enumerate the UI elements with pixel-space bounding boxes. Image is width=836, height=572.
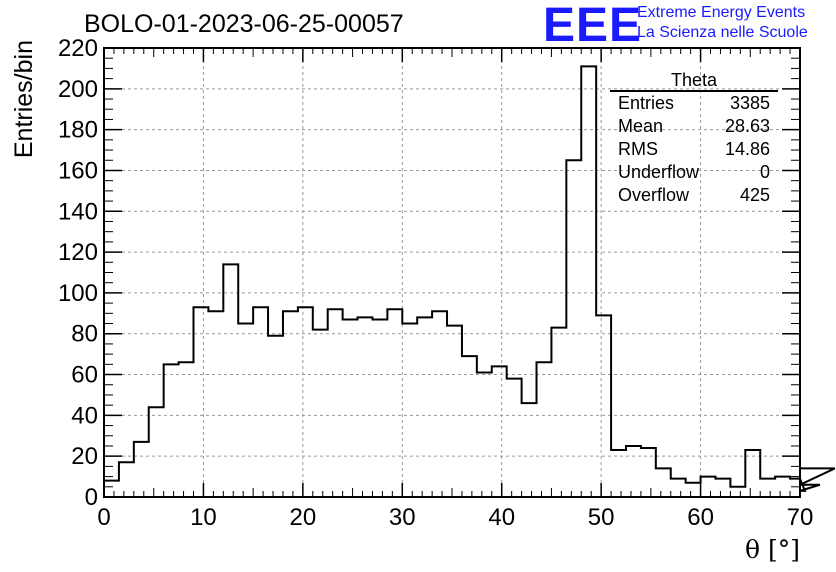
stats-label: Mean: [618, 116, 664, 136]
histogram-bin: [477, 373, 492, 497]
grid-lines: [104, 48, 800, 497]
x-tick-label: 40: [488, 504, 515, 531]
x-tick-label: 20: [290, 504, 317, 531]
y-tick-label: 100: [58, 280, 98, 307]
histogram-bin: [298, 307, 313, 497]
histogram-bin: [164, 364, 179, 497]
stats-value: 0: [759, 162, 770, 182]
y-tick-label: 0: [85, 484, 98, 511]
x-tick-label: 60: [687, 504, 714, 531]
stats-value: 14.86: [724, 139, 770, 159]
histogram-bin: [134, 442, 149, 497]
histogram-bin: [149, 407, 164, 497]
stats-row-entries: Entries 3385: [610, 92, 778, 115]
histogram-bin: [626, 446, 641, 497]
stats-label: Entries: [618, 93, 675, 113]
y-tick-label: 120: [58, 239, 98, 266]
histogram-bin: [447, 326, 462, 497]
plot-frame: [103, 47, 801, 498]
histogram-bin: [193, 307, 208, 497]
histogram-bin: [715, 479, 730, 497]
histogram-bin: [268, 336, 283, 497]
y-tick-label: 160: [58, 157, 98, 184]
histogram-bin: [745, 450, 760, 497]
stats-label: RMS: [618, 139, 658, 159]
histogram-bin: [730, 487, 745, 497]
histogram-bin: [701, 477, 716, 497]
stats-title: Theta: [610, 70, 778, 92]
y-tick-label: 20: [71, 443, 98, 470]
logo-line-1: Extreme Energy Events: [637, 4, 806, 21]
histogram-bin: [611, 450, 626, 497]
x-tick-labels: 0 10 20 30 40 50 60 70: [97, 504, 813, 531]
eee-logo-mark: EEE: [543, 0, 643, 52]
histogram-bin: [671, 479, 686, 497]
y-tick-label: 220: [58, 35, 98, 62]
stats-label: Overflow: [618, 185, 690, 205]
histogram-bin: [358, 317, 373, 497]
histogram-bin: [522, 403, 537, 497]
histogram-bin: [119, 462, 134, 497]
histogram-outline: [103, 65, 836, 497]
x-tick-label: 70: [787, 504, 814, 531]
x-tick-label: 10: [190, 504, 217, 531]
y-tick-label: 200: [58, 76, 98, 103]
histogram-bin: [179, 362, 194, 497]
histogram-bin: [641, 448, 656, 497]
histogram-bin: [551, 328, 566, 497]
chart-title: BOLO-01-2023-06-25-00057: [84, 10, 404, 38]
histogram-bin: [238, 324, 253, 497]
histogram-bin: [253, 307, 268, 497]
stats-value: 28.63: [724, 116, 770, 136]
histogram-bin: [343, 319, 358, 497]
histogram-bin: [432, 311, 447, 497]
stats-row-overflow: Overflow 425: [610, 184, 778, 207]
histogram-bin: [581, 66, 596, 497]
y-tick-labels: 0 20 40 60 80 100 120 140 160 180 200 220: [58, 35, 98, 511]
stats-row-underflow: Underflow 0: [610, 161, 778, 184]
stats-row-rms: RMS 14.86: [610, 138, 778, 161]
y-tick-label: 60: [71, 362, 98, 389]
histogram-bin: [387, 309, 402, 497]
histogram-bin: [372, 319, 387, 497]
stats-value: 425: [739, 185, 770, 205]
y-axis-label: Entries/bin: [10, 40, 38, 158]
histogram-bin: [492, 366, 507, 497]
histogram-bin: [283, 311, 298, 497]
stats-value: 3385: [729, 93, 770, 113]
histogram-bin: [402, 324, 417, 497]
y-tick-label: 140: [58, 198, 98, 225]
histogram-bin: [596, 315, 611, 497]
y-tick-label: 40: [71, 402, 98, 429]
histogram-bin: [223, 264, 238, 497]
histogram-bin: [104, 481, 119, 497]
histogram-bin: [775, 477, 790, 497]
histogram-bin: [686, 483, 701, 497]
histogram-bin: [507, 379, 522, 497]
x-tick-label: 50: [588, 504, 615, 531]
histogram-bin: [566, 160, 581, 497]
eee-logo-text: Extreme Energy Events La Scienza nelle S…: [637, 3, 808, 43]
stats-row-mean: Mean 28.63: [610, 115, 778, 138]
stats-label: Underflow: [618, 162, 700, 182]
histogram-bin: [760, 479, 775, 497]
y-tick-label: 180: [58, 117, 98, 144]
histogram-bin: [462, 356, 477, 497]
stats-box: Theta Entries 3385 Mean 28.63 RMS 14.86 …: [610, 70, 778, 207]
histogram-bin: [417, 317, 432, 497]
histogram-bin: [656, 468, 671, 497]
logo-line-2: La Scienza nelle Scuole: [637, 24, 808, 41]
histogram-bin: [313, 330, 328, 497]
x-tick-label: 30: [389, 504, 416, 531]
histogram-bin: [790, 479, 800, 497]
histogram-bin: [537, 362, 552, 497]
y-tick-label: 80: [71, 321, 98, 348]
x-tick-label: 0: [97, 504, 110, 531]
histogram-bin: [208, 311, 223, 497]
histogram-bin: [328, 309, 343, 497]
x-axis-label: θ [°]: [745, 535, 800, 564]
